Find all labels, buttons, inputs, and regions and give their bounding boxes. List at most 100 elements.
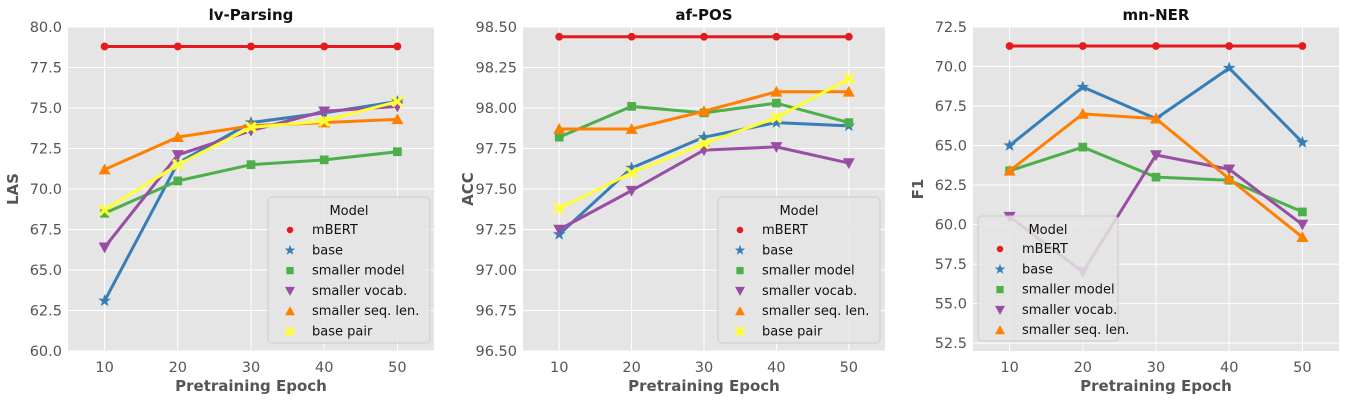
data-point — [627, 32, 636, 41]
data-point — [842, 72, 855, 85]
data-point — [554, 132, 564, 142]
y-tick-label: 97.25 — [475, 223, 517, 239]
legend: Model mBERT base smaller model smaller vocab… — [717, 196, 881, 344]
data-point — [625, 161, 638, 174]
x-tick-label: 50 — [388, 360, 406, 376]
y-tick-label: 96.50 — [475, 344, 517, 360]
x-tick-label: 50 — [1293, 360, 1311, 376]
y-tick-label: 98.00 — [475, 101, 517, 117]
legend-label-smaller-seq-len: smaller seq. len. — [1022, 323, 1129, 338]
data-point — [393, 147, 402, 157]
data-point — [1003, 164, 1016, 176]
data-point — [1296, 219, 1309, 231]
data-point-stroke-b — [553, 202, 566, 215]
legend-label-smaller-vocab: smaller vocab. — [762, 284, 857, 299]
y-tick-label: 65.0 — [30, 263, 62, 279]
legend-box — [267, 196, 431, 344]
y-tick-label: 70.0 — [935, 60, 967, 76]
x-tick-label: 20 — [1074, 360, 1092, 376]
y-tick-label: 72.5 — [935, 20, 967, 36]
legend-marker-smaller-vocab — [735, 286, 745, 296]
data-point — [245, 121, 257, 134]
data-point — [171, 158, 184, 171]
y-tick-label: 97.00 — [475, 263, 517, 279]
legend-marker-mbert — [286, 226, 294, 234]
legend-marker-smaller-model — [996, 285, 1004, 294]
legend-title: Model — [779, 204, 818, 219]
data-point — [553, 224, 566, 236]
x-tick-label: 30 — [695, 360, 713, 376]
chart-panel-lv-parsing: 60.0 62.5 65.0 67.5 70.0 72.5 75.0 77.5 80.0 10 20… — [4, 6, 434, 395]
x-tick-label: 10 — [550, 360, 568, 376]
legend-label-base: base — [1022, 262, 1053, 277]
data-point — [842, 85, 855, 97]
data-point — [555, 32, 564, 41]
y-tick-label: 77.5 — [30, 61, 62, 77]
data-point — [1223, 164, 1236, 176]
y-tick-label: 70.0 — [30, 182, 62, 198]
data-point — [1005, 42, 1014, 50]
data-point — [171, 150, 184, 161]
data-point — [625, 185, 638, 197]
data-point — [247, 42, 255, 51]
y-tick-label: 98.25 — [475, 61, 517, 77]
x-tick-label: 40 — [767, 360, 785, 376]
data-point — [391, 95, 404, 108]
y-tick-label: 60.0 — [30, 344, 62, 360]
data-point-stroke-b — [318, 115, 331, 127]
y-tick-label: 72.5 — [30, 142, 62, 158]
legend-label-mbert: mBERT — [1022, 242, 1068, 257]
series-base-pair — [98, 95, 404, 216]
data-point — [1296, 231, 1309, 243]
data-point — [625, 123, 638, 134]
data-point — [844, 32, 853, 41]
data-point — [98, 242, 111, 254]
legend-marker-smaller-vocab — [285, 286, 295, 296]
x-tick-label: 20 — [169, 360, 187, 376]
y-tick-label: 97.75 — [475, 142, 517, 158]
x-tick-label: 30 — [242, 360, 260, 376]
chart-panel-mn-ner: 52.5 55.0 57.5 60.0 62.5 65.0 67.5 70.0 72.5 10 20… — [909, 6, 1339, 395]
legend-marker-smaller-model — [286, 266, 294, 275]
data-point — [1296, 135, 1309, 148]
data-point — [625, 166, 638, 179]
data-point — [844, 118, 854, 127]
legend-label-mbert: mBERT — [762, 223, 808, 238]
data-point-stroke-b — [770, 111, 783, 124]
data-point — [173, 176, 183, 186]
y-tick-label: 67.5 — [935, 99, 967, 115]
data-point-stroke-b — [625, 166, 638, 179]
data-point — [1152, 42, 1160, 50]
legend-box — [717, 196, 881, 344]
data-point — [98, 204, 111, 216]
data-point — [319, 155, 329, 165]
legend-box — [977, 215, 1119, 342]
data-point — [1078, 142, 1088, 152]
series-smaller-seq-len — [1003, 107, 1309, 243]
data-point — [100, 208, 109, 218]
x-axis-label: Pretraining Epoch — [628, 377, 780, 395]
legend-marker-base-pair — [284, 326, 296, 337]
data-point — [627, 102, 636, 111]
data-point-stroke-b — [171, 158, 184, 171]
data-point — [1151, 172, 1161, 182]
data-point — [698, 137, 710, 150]
legend: Model mBERT base smaller model smaller vocab… — [267, 196, 431, 344]
legend-marker-base — [994, 263, 1006, 274]
data-point — [1225, 42, 1234, 50]
data-point — [698, 105, 710, 117]
legend: Model mBERT base smaller model smaller vocab… — [977, 215, 1129, 342]
data-point — [100, 42, 109, 51]
x-axis-label: Pretraining Epoch — [175, 377, 327, 395]
x-tick-label: 50 — [840, 360, 858, 376]
x-tick-label: 40 — [1220, 360, 1238, 376]
x-tick-label: 30 — [1147, 360, 1165, 376]
legend-title: Model — [1028, 223, 1067, 238]
series-mbert — [555, 32, 853, 41]
data-point-stroke-b — [245, 121, 257, 134]
data-point — [1076, 107, 1089, 119]
legend-label-mbert: mBERT — [312, 223, 358, 238]
y-tick-label: 96.75 — [475, 304, 517, 320]
data-point — [318, 115, 331, 127]
